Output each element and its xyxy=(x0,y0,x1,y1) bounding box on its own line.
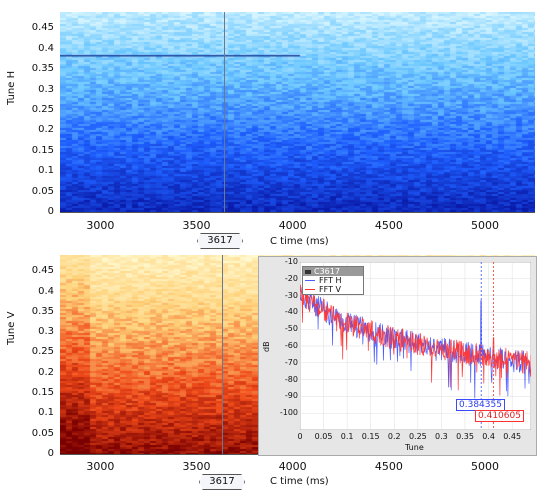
bottom-x-axis-label: C time (ms) xyxy=(270,476,329,487)
bottom-y-tick: 0.2 xyxy=(38,366,54,378)
bottom-y-tick: 0.05 xyxy=(31,427,54,439)
bottom-x-tick: 4000 xyxy=(278,460,307,473)
fft-v-series xyxy=(300,284,531,396)
bottom-y-tick: 0.35 xyxy=(31,305,54,317)
top-y-tick: 0.35 xyxy=(31,63,54,75)
bottom-y-tick: 0 xyxy=(47,448,54,459)
legend-swatch-fft-v xyxy=(305,289,315,290)
top-y-tick: 0.05 xyxy=(31,185,54,197)
inset-x-tick: 0.2 xyxy=(387,432,401,441)
inset-y-tick: -10 xyxy=(284,257,298,266)
top-spectrogram-heatmap[interactable] xyxy=(60,12,535,212)
top-x-tick: 3500 xyxy=(182,219,211,232)
top-y-axis-label: Tune H xyxy=(6,70,17,105)
bottom-x-tick: 3500 xyxy=(182,460,211,473)
inset-x-tick: 0.1 xyxy=(340,432,354,441)
inset-y-tick: -40 xyxy=(284,307,298,317)
top-cursor-line[interactable] xyxy=(224,12,225,212)
legend-title-row: C3617 xyxy=(303,267,363,276)
top-x-tick: 5000 xyxy=(471,219,499,232)
top-x-tick: 3000 xyxy=(86,219,115,232)
inset-y-tick: -20 xyxy=(284,273,298,283)
inset-y-tick: -80 xyxy=(284,374,298,384)
legend-title: C3617 xyxy=(314,267,340,276)
bottom-y-tick: 0.3 xyxy=(38,326,54,338)
fft-v-peak-value: 0.410605 xyxy=(475,410,524,422)
inset-x-tick: 0.35 xyxy=(456,432,474,441)
inset-x-axis-label: Tune xyxy=(405,443,424,452)
inset-y-tick: -70 xyxy=(284,357,298,367)
bottom-cursor-handle[interactable]: 3617 xyxy=(199,474,245,490)
inset-y-axis-label: dB xyxy=(262,341,271,352)
legend-icon xyxy=(305,269,311,274)
top-x-axis-line xyxy=(60,212,535,213)
inset-y-tick: -60 xyxy=(284,341,298,350)
bottom-y-tick: 0.4 xyxy=(38,285,54,297)
inset-y-tick: -100 xyxy=(279,408,298,418)
inset-x-tick: 0.45 xyxy=(503,432,522,441)
top-y-tick: 0.25 xyxy=(31,103,54,115)
bottom-y-tick: 0.25 xyxy=(31,346,54,358)
top-y-tick: 0.3 xyxy=(38,83,54,95)
fft-h-series xyxy=(300,284,531,399)
bottom-y-tick: 0.1 xyxy=(38,407,54,419)
inset-y-tick: -30 xyxy=(284,290,298,300)
top-x-tick: 4500 xyxy=(374,219,403,232)
legend-entry-fft-h: FFT H xyxy=(303,276,363,285)
bottom-y-tick: 0.45 xyxy=(31,265,54,277)
fft-legend: C3617 FFT H FFT V xyxy=(302,266,364,295)
top-x-tick: 4000 xyxy=(278,219,307,232)
top-y-tick: 0.45 xyxy=(31,22,54,34)
legend-label-fft-h: FFT H xyxy=(319,276,342,285)
top-cursor-handle[interactable]: 3617 xyxy=(197,233,243,249)
inset-x-tick: 0.4 xyxy=(482,432,495,441)
legend-entry-fft-v: FFT V xyxy=(303,285,363,294)
inset-x-tick: 0.3 xyxy=(435,432,448,441)
inset-x-tick: 0.15 xyxy=(361,432,380,441)
bottom-x-tick: 5000 xyxy=(471,460,499,473)
inset-x-tick: 0 xyxy=(297,432,303,441)
bottom-x-tick: 4500 xyxy=(374,460,403,473)
top-y-tick: 0.2 xyxy=(38,124,54,136)
top-y-tick: 0.4 xyxy=(38,42,54,54)
top-y-tick: 0.15 xyxy=(31,144,54,156)
inset-y-tick: -50 xyxy=(284,324,298,334)
inset-x-tick: 0.05 xyxy=(314,432,333,441)
inset-y-tick: -90 xyxy=(284,391,298,401)
top-y-tick: 0 xyxy=(47,206,54,217)
bottom-y-axis-label: Tune V xyxy=(6,311,17,345)
top-y-tick: 0.1 xyxy=(38,165,54,177)
legend-swatch-fft-h xyxy=(305,280,315,281)
top-x-axis-label: C time (ms) xyxy=(270,236,329,247)
bottom-x-tick: 3000 xyxy=(86,460,115,473)
bottom-y-tick: 0.15 xyxy=(31,387,54,399)
inset-x-tick: 0.25 xyxy=(408,432,427,441)
legend-label-fft-v: FFT V xyxy=(319,285,341,294)
fft-grid xyxy=(300,262,531,430)
bottom-cursor-line[interactable] xyxy=(222,255,223,454)
